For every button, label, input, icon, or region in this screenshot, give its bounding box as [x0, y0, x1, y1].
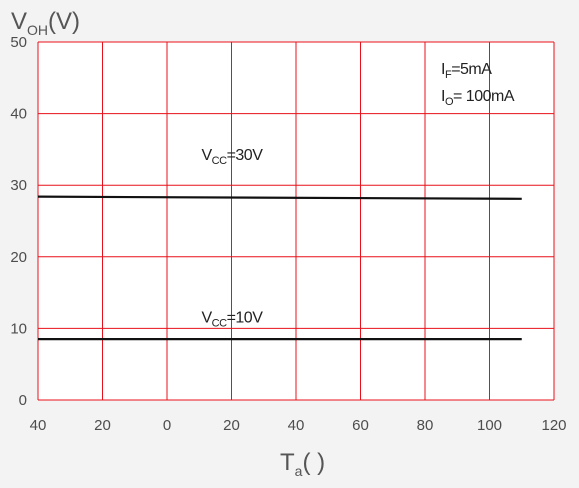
x-tick-label-5: 60 [352, 417, 369, 434]
x-tick-label-4: 40 [288, 417, 305, 434]
x-axis-title: Ta( ) [280, 449, 325, 479]
series-label-vcc-10v-main: V [202, 310, 213, 327]
x-tick-label-6: 80 [417, 417, 434, 434]
y-tick-label-3: 30 [10, 177, 27, 194]
y-tick-label-2: 20 [10, 249, 27, 266]
x-axis-title-main: T [280, 449, 295, 476]
series-label-vcc-30v: VCC=30V [202, 147, 264, 167]
series-label-vcc-30v-rest: =30V [227, 147, 264, 164]
x-axis-title-unit: ( ) [302, 449, 325, 476]
series-label-vcc-30v-main: V [202, 147, 213, 164]
condition-io-rest: = 100mA [453, 88, 515, 105]
x-tick-label-0: 40 [30, 417, 47, 434]
x-tick-label-2: 0 [163, 417, 171, 434]
condition-if-sub: F [445, 69, 452, 81]
condition-io-sub: O [445, 96, 454, 108]
x-tick-label-3: 20 [223, 417, 240, 434]
series-line-0 [37, 195, 522, 200]
series-label-vcc-10v: VCC=10V [202, 310, 264, 330]
y-tick-label-0: 0 [19, 392, 27, 409]
condition-if: IF=5mA [441, 61, 492, 81]
condition-if-rest: =5mA [451, 61, 492, 78]
series-label-vcc-30v-sub: CC [212, 155, 227, 167]
x-tick-label-7: 100 [477, 417, 502, 434]
y-axis-title-main: V [11, 8, 27, 35]
condition-if-main: I [441, 61, 445, 78]
x-axis-title-sub: a [295, 463, 303, 479]
grid-layer [37, 41, 555, 401]
series-label-vcc-10v-sub: CC [212, 318, 227, 330]
series-layer [37, 195, 522, 341]
series-label-vcc-10v-rest: =10V [227, 310, 264, 327]
y-axis-title-sub: OH [27, 22, 48, 38]
y-axis-title-unit: (V) [48, 8, 80, 35]
condition-io-main: I [441, 88, 445, 105]
y-axis-title: VOH(V) [11, 8, 80, 38]
tick-labels-layer: 40 20 0 20 40 60 80 100 120 0 10 20 30 40 50 [10, 34, 566, 434]
y-tick-label-5: 50 [10, 34, 27, 51]
x-tick-label-8: 120 [541, 417, 566, 434]
y-tick-label-1: 10 [10, 320, 27, 337]
x-tick-label-1: 20 [94, 417, 111, 434]
condition-io: IO= 100mA [441, 88, 515, 108]
y-tick-label-4: 40 [10, 106, 27, 123]
